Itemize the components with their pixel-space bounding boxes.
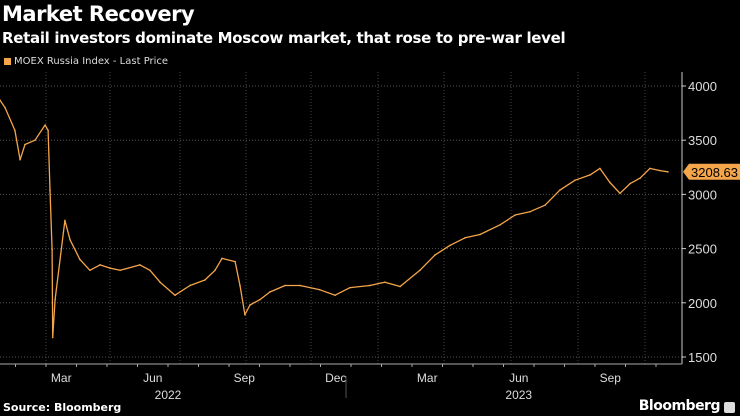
data-point — [334, 294, 336, 297]
price-line — [0, 99, 668, 339]
x-tick-label: Mar — [51, 371, 72, 385]
data-point — [239, 284, 241, 287]
data-point — [234, 260, 236, 263]
data-point — [49, 189, 51, 191]
data-point — [284, 284, 286, 287]
data-point — [0, 99, 1, 101]
x-tick-label: Mar — [417, 371, 438, 385]
data-point — [159, 281, 161, 284]
data-point — [221, 257, 223, 260]
data-point — [529, 210, 531, 213]
data-point — [649, 167, 651, 170]
data-point — [659, 169, 661, 172]
last-value-badge — [683, 163, 740, 180]
data-point — [259, 298, 261, 301]
data-point — [89, 269, 91, 272]
legend-label: MOEX Russia Index - Last Price — [14, 56, 169, 67]
source-note: Source: Bloomberg — [3, 401, 122, 414]
data-point — [14, 129, 16, 132]
data-point — [204, 279, 206, 281]
data-point — [434, 254, 436, 256]
data-point — [479, 233, 481, 236]
data-point — [4, 106, 6, 109]
data-point — [559, 189, 561, 191]
data-point — [139, 264, 141, 266]
chart-title: Market Recovery — [2, 2, 195, 26]
y-tick-label: 3500 — [688, 133, 717, 148]
data-point — [499, 223, 501, 226]
data-point — [514, 214, 516, 216]
y-tick-label: 2000 — [688, 296, 717, 311]
data-point — [384, 281, 386, 284]
data-point — [349, 286, 351, 289]
x-tick-label: Jun — [143, 371, 162, 385]
chart-subtitle: Retail investors dominate Moscow market,… — [2, 29, 566, 47]
data-point — [244, 313, 246, 316]
x-tick-label: Sep — [600, 371, 622, 385]
data-point — [19, 158, 21, 161]
data-point — [609, 181, 611, 184]
y-tick-label: 3000 — [688, 187, 717, 202]
x-tick-label: Dec — [325, 371, 346, 385]
data-point — [449, 244, 451, 247]
data-point — [619, 192, 621, 195]
data-point — [589, 174, 591, 176]
legend-swatch — [4, 58, 11, 65]
data-point — [299, 284, 301, 287]
data-point — [269, 291, 271, 293]
data-point — [574, 179, 576, 182]
data-point — [249, 304, 251, 306]
data-point — [34, 139, 36, 141]
data-point — [629, 182, 631, 185]
data-point — [64, 219, 66, 222]
bloomberg-icon — [724, 402, 735, 413]
data-point — [174, 294, 176, 297]
data-point — [79, 258, 81, 261]
year-label: 2022 — [155, 388, 182, 402]
data-point — [319, 288, 321, 291]
brand-logo: Bloomberg — [638, 398, 721, 414]
data-point — [214, 269, 216, 272]
data-point — [419, 269, 421, 272]
data-point — [369, 284, 371, 287]
year-label: 2023 — [505, 388, 532, 402]
data-point — [464, 236, 466, 239]
data-point — [189, 284, 191, 287]
data-point — [24, 143, 26, 146]
data-point — [149, 269, 151, 272]
legend: MOEX Russia Index - Last Price — [4, 56, 168, 67]
data-point — [69, 239, 71, 241]
data-point — [119, 269, 121, 272]
data-point — [599, 167, 601, 170]
data-point — [44, 124, 46, 126]
x-tick-label: Jun — [509, 371, 528, 385]
data-point — [51, 248, 53, 251]
data-point — [109, 267, 111, 269]
data-point — [99, 264, 101, 266]
x-tick-label: Sep — [234, 371, 256, 385]
data-point — [639, 177, 641, 179]
y-tick-label: 2500 — [688, 242, 717, 257]
data-point — [47, 129, 49, 132]
data-point — [667, 170, 669, 173]
data-point — [544, 204, 546, 207]
data-point — [399, 285, 401, 288]
data-point — [51, 336, 54, 339]
last-value-label: 3208.63 — [691, 165, 738, 180]
y-tick-label: 4000 — [688, 79, 717, 94]
data-point — [54, 298, 56, 301]
y-tick-label: 1500 — [688, 350, 717, 365]
